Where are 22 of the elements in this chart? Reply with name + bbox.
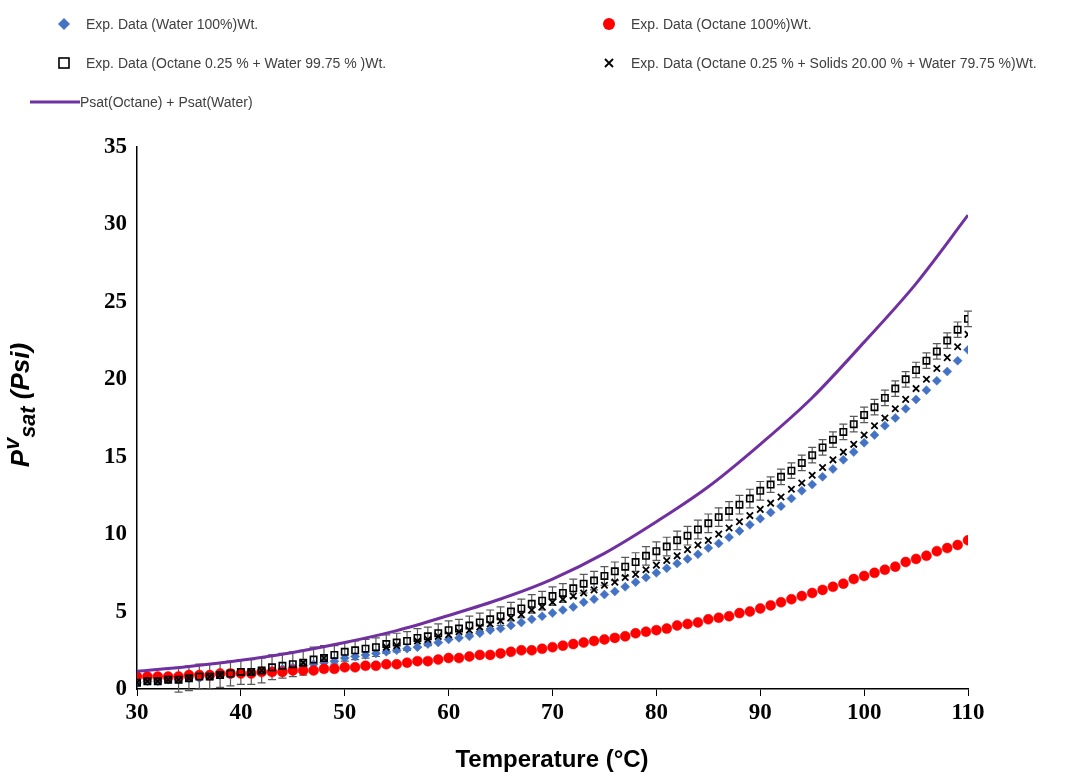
x-axis-title: Temperature (°C) — [455, 745, 649, 773]
y-tick-label: 25 — [104, 287, 127, 313]
x-tick-label: 110 — [951, 698, 985, 724]
legend-label: Exp. Data (Octane 0.25 % + Water 99.75 % )Wt. — [86, 54, 387, 71]
y-tick-label: 30 — [104, 210, 127, 236]
x-tick-label: 90 — [748, 698, 772, 724]
x-tick-label: 50 — [333, 698, 357, 724]
x-tick-label: 40 — [229, 698, 253, 724]
y-tick-label: 20 — [104, 365, 127, 391]
x-tick-label: 100 — [846, 698, 882, 724]
x-tick-label: 70 — [541, 698, 564, 724]
legend-label: Exp. Data (Water 100%)Wt. — [86, 15, 259, 32]
legend-label: Exp. Data (Octane 100%)Wt. — [631, 15, 812, 32]
y-tick-label: 5 — [115, 597, 127, 623]
legend-label: Psat(Octane) + Psat(Water) — [80, 93, 253, 110]
y-tick-label: 15 — [104, 442, 127, 468]
legend-label: Exp. Data (Octane 0.25 % + Solids 20.00 % + Water 79.75 %)Wt. — [631, 54, 1037, 71]
y-tick-label: 35 — [104, 132, 127, 158]
y-tick-label: 0 — [115, 674, 127, 700]
x-tick-label: 60 — [437, 698, 461, 724]
y-tick-label: 10 — [104, 520, 127, 546]
x-tick-label: 80 — [644, 698, 668, 724]
